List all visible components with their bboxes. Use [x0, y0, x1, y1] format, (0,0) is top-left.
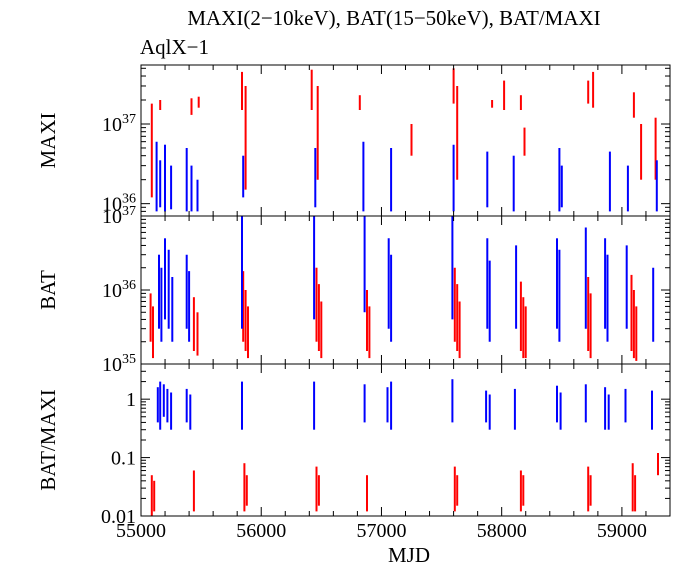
x-tick-label: 57000 — [357, 520, 407, 542]
chart-panels: 10361037MAXI103510361037BAT0.010.11BAT/M… — [36, 64, 671, 542]
series-red — [150, 68, 657, 198]
y-tick-label: 1037 — [102, 112, 136, 136]
x-tick-label: 58000 — [477, 520, 527, 542]
y-tick-label: 0.01 — [101, 506, 136, 528]
series-blue — [156, 379, 653, 430]
y-tick-label: 1035 — [102, 352, 136, 376]
y-tick-label: 1037 — [102, 204, 136, 228]
y-tick-label: 0.1 — [111, 448, 136, 470]
y-tick-label: 1036 — [102, 192, 136, 216]
y-tick-label: 1 — [126, 389, 136, 411]
y-axis-label-top: MAXI — [36, 112, 60, 168]
series-red — [149, 267, 638, 361]
x-tick-label: 59000 — [597, 520, 647, 542]
panel-frame-top — [140, 64, 671, 217]
y-tick-label: 1036 — [102, 278, 136, 302]
chart-subtitle: AqlX−1 — [140, 35, 210, 59]
x-tick-label: 55000 — [116, 520, 166, 542]
y-axis-label-middle: BAT — [36, 270, 60, 310]
chart-title: MAXI(2−10keV), BAT(15−50keV), BAT/MAXI — [187, 6, 601, 30]
x-axis-label: MJD — [388, 543, 430, 567]
panel-top: 1036 1037 MAXI — [36, 64, 671, 217]
y-axis-label-bottom: BAT/MAXI — [36, 389, 60, 491]
panel-middle: 1035 1036 1037 BAT — [36, 204, 671, 376]
series-blue — [158, 216, 655, 342]
series-blue — [155, 141, 658, 212]
panel-bottom: 0.01 0.1 1 BAT/MAXI 55000 56000 57000 58000 5900… — [36, 363, 671, 542]
x-tick-label: 56000 — [236, 520, 286, 542]
series-red — [150, 453, 659, 516]
